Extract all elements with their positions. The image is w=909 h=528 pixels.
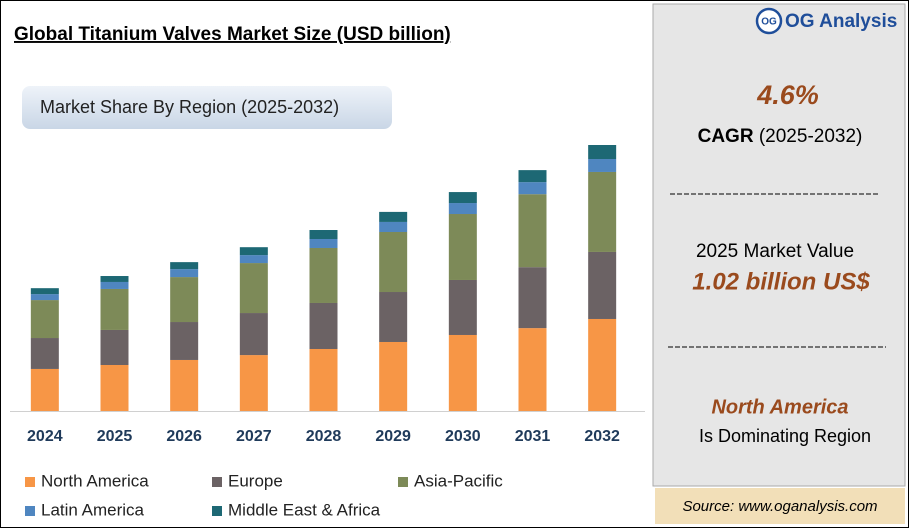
logo-text: OG Analysis — [785, 11, 897, 32]
bar-segment — [30, 294, 59, 301]
chart-title: Global Titanium Valves Market Size (USD … — [14, 24, 451, 45]
bar-segment — [518, 182, 547, 195]
bar-segment — [170, 322, 199, 360]
x-tick-label: 2031 — [515, 428, 551, 445]
bar-segment — [309, 230, 338, 239]
bar-segment — [448, 334, 477, 411]
bar-segment — [379, 221, 408, 232]
legend-label: Asia-Pacific — [414, 471, 503, 490]
bar-segment — [100, 329, 129, 365]
bar-segment — [239, 263, 268, 314]
bar-segment — [170, 269, 199, 278]
bar-segment — [309, 302, 338, 349]
cagr-line: CAGR (2025-2032) — [698, 126, 863, 147]
legend-swatch — [25, 506, 35, 516]
bar-segment — [588, 171, 617, 252]
bar-segment — [518, 170, 547, 183]
logo-mark: OG — [761, 17, 777, 28]
bar-segment — [30, 368, 59, 411]
logo-circle — [755, 7, 783, 35]
bar-segment — [170, 277, 199, 323]
bar-segment — [448, 214, 477, 280]
x-tick-label: 2032 — [584, 428, 620, 445]
x-tick-label: 2027 — [236, 428, 272, 445]
source-box — [655, 488, 905, 524]
bar-segment — [518, 328, 547, 411]
legend-swatch — [212, 506, 222, 516]
legend-swatch — [398, 477, 408, 487]
legend-label: Latin America — [41, 500, 145, 519]
x-tick-label: 2024 — [27, 428, 63, 445]
legend-swatch — [25, 477, 35, 487]
cagr-label: CAGR — [698, 126, 754, 147]
bar-segment — [588, 159, 617, 172]
subtitle: Market Share By Region (2025-2032) — [40, 97, 339, 117]
bar-segment — [100, 281, 129, 289]
bar-segment — [309, 348, 338, 411]
bar-segment — [518, 267, 547, 329]
bar-segment — [100, 364, 129, 411]
bar-segment — [239, 255, 268, 264]
side-panel — [652, 3, 906, 487]
bar-segment — [379, 292, 408, 342]
x-tick-label: 2030 — [445, 428, 481, 445]
bar-segment — [448, 279, 477, 335]
cagr-period: (2025-2032) — [759, 126, 863, 147]
bar-segment — [239, 355, 268, 411]
market-value-label: 2025 Market Value — [696, 241, 854, 262]
legend-label: Middle East & Africa — [228, 500, 381, 519]
x-tick-label: 2025 — [97, 428, 133, 445]
legend-label: North America — [41, 471, 149, 490]
bar-segment — [309, 238, 338, 248]
legend-swatch — [212, 477, 222, 487]
market-value: 1.02 billion US$ — [692, 268, 870, 295]
bar-segment — [588, 145, 617, 160]
bar-segment — [30, 288, 59, 295]
bar-segment — [588, 251, 617, 319]
bar-segment — [379, 341, 408, 411]
bar-segment — [588, 318, 617, 411]
x-tick-label: 2026 — [166, 428, 202, 445]
subtitle-box — [22, 86, 392, 129]
legend-label: Europe — [228, 471, 283, 490]
bar-segment — [100, 276, 129, 282]
region-note: Is Dominating Region — [699, 426, 871, 446]
bar-segment — [309, 247, 338, 303]
bar-segment — [239, 313, 268, 356]
bar-segment — [379, 211, 408, 222]
bar-segment — [518, 194, 547, 268]
bar-segment — [170, 359, 199, 411]
bar-segment — [30, 338, 59, 369]
region: North America — [711, 396, 848, 418]
bar-segment — [379, 231, 408, 293]
bar-segment — [100, 288, 129, 330]
source: Source: www.oganalysis.com — [682, 498, 877, 515]
bar-segment — [170, 262, 199, 270]
cagr-value: 4.6% — [756, 80, 819, 110]
bar-segment — [448, 203, 477, 215]
x-tick-label: 2029 — [375, 428, 411, 445]
bar-segment — [30, 300, 59, 339]
bar-segment — [448, 192, 477, 204]
x-tick-label: 2028 — [306, 428, 342, 445]
bar-segment — [239, 247, 268, 256]
